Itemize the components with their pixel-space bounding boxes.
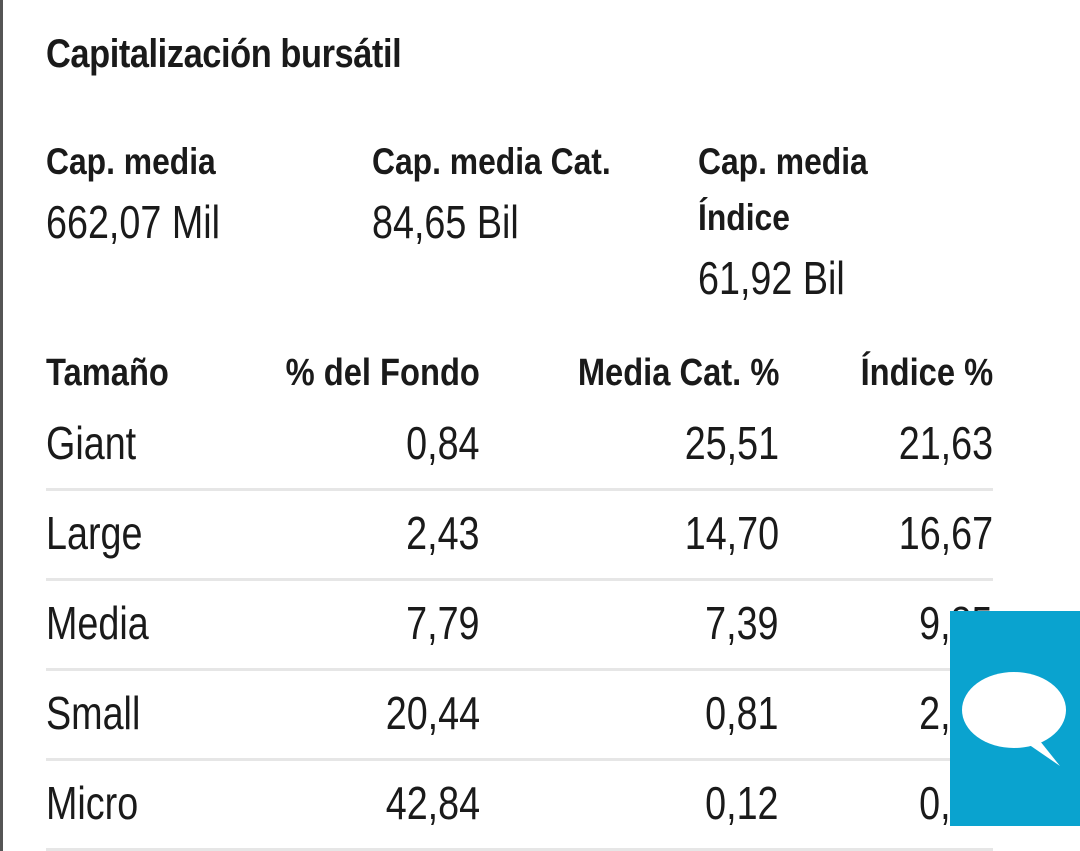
header-fund-pct: % del Fondo [285, 352, 480, 394]
cell-fund: 20,44 [385, 687, 480, 739]
cell-category: 14,70 [684, 507, 779, 559]
cell-size: Media [46, 597, 149, 649]
cell-category: 7,39 [705, 597, 779, 649]
stat-label: Cap. media Cat. [372, 141, 611, 182]
header-category-pct: Media Cat. % [577, 352, 779, 394]
chat-widget-button[interactable] [950, 611, 1080, 826]
market-cap-table: Tamaño % del Fondo Media Cat. % Índice %… [46, 345, 993, 851]
cell-index: 21,63 [898, 417, 993, 469]
section-title: Capitalización bursátil [46, 32, 402, 76]
panel-left-border [0, 0, 3, 851]
cell-category: 25,51 [684, 417, 779, 469]
table-row: Media 7,79 7,39 9,85 [46, 581, 993, 671]
table-row: Giant 0,84 25,51 21,63 [46, 401, 993, 491]
cell-size: Small [46, 687, 141, 739]
cell-index: 16,67 [898, 507, 993, 559]
cell-fund: 42,84 [385, 777, 480, 829]
cell-fund: 0,84 [406, 417, 480, 469]
cell-category: 0,81 [705, 687, 779, 739]
header-size: Tamaño [46, 352, 169, 394]
stat-value: 84,65 Bil [372, 196, 519, 248]
table-row: Large 2,43 14,70 16,67 [46, 491, 993, 581]
chat-bubble-icon [962, 672, 1066, 766]
header-index-pct: Índice % [860, 352, 993, 394]
stat-avg-cap-category: Cap. media Cat. 84,65 Bil [372, 134, 650, 252]
cell-fund: 2,43 [406, 507, 480, 559]
cell-size: Micro [46, 777, 139, 829]
cell-category: 0,12 [705, 777, 779, 829]
stat-avg-cap-index: Cap. media Índice 61,92 Bil [698, 134, 928, 308]
stat-value: 61,92 Bil [698, 252, 845, 304]
stat-label: Cap. media [46, 141, 216, 182]
table-row: Micro 42,84 0,12 0,07 [46, 761, 993, 851]
cell-size: Large [46, 507, 143, 559]
stat-label: Cap. media Índice [698, 141, 868, 238]
cell-fund: 7,79 [406, 597, 480, 649]
stat-value: 662,07 Mil [46, 196, 221, 248]
table-row: Small 20,44 0,81 2,95 [46, 671, 993, 761]
table-header: Tamaño % del Fondo Media Cat. % Índice % [46, 345, 993, 401]
cell-size: Giant [46, 417, 137, 469]
stat-avg-cap: Cap. media 662,07 Mil [46, 134, 258, 252]
